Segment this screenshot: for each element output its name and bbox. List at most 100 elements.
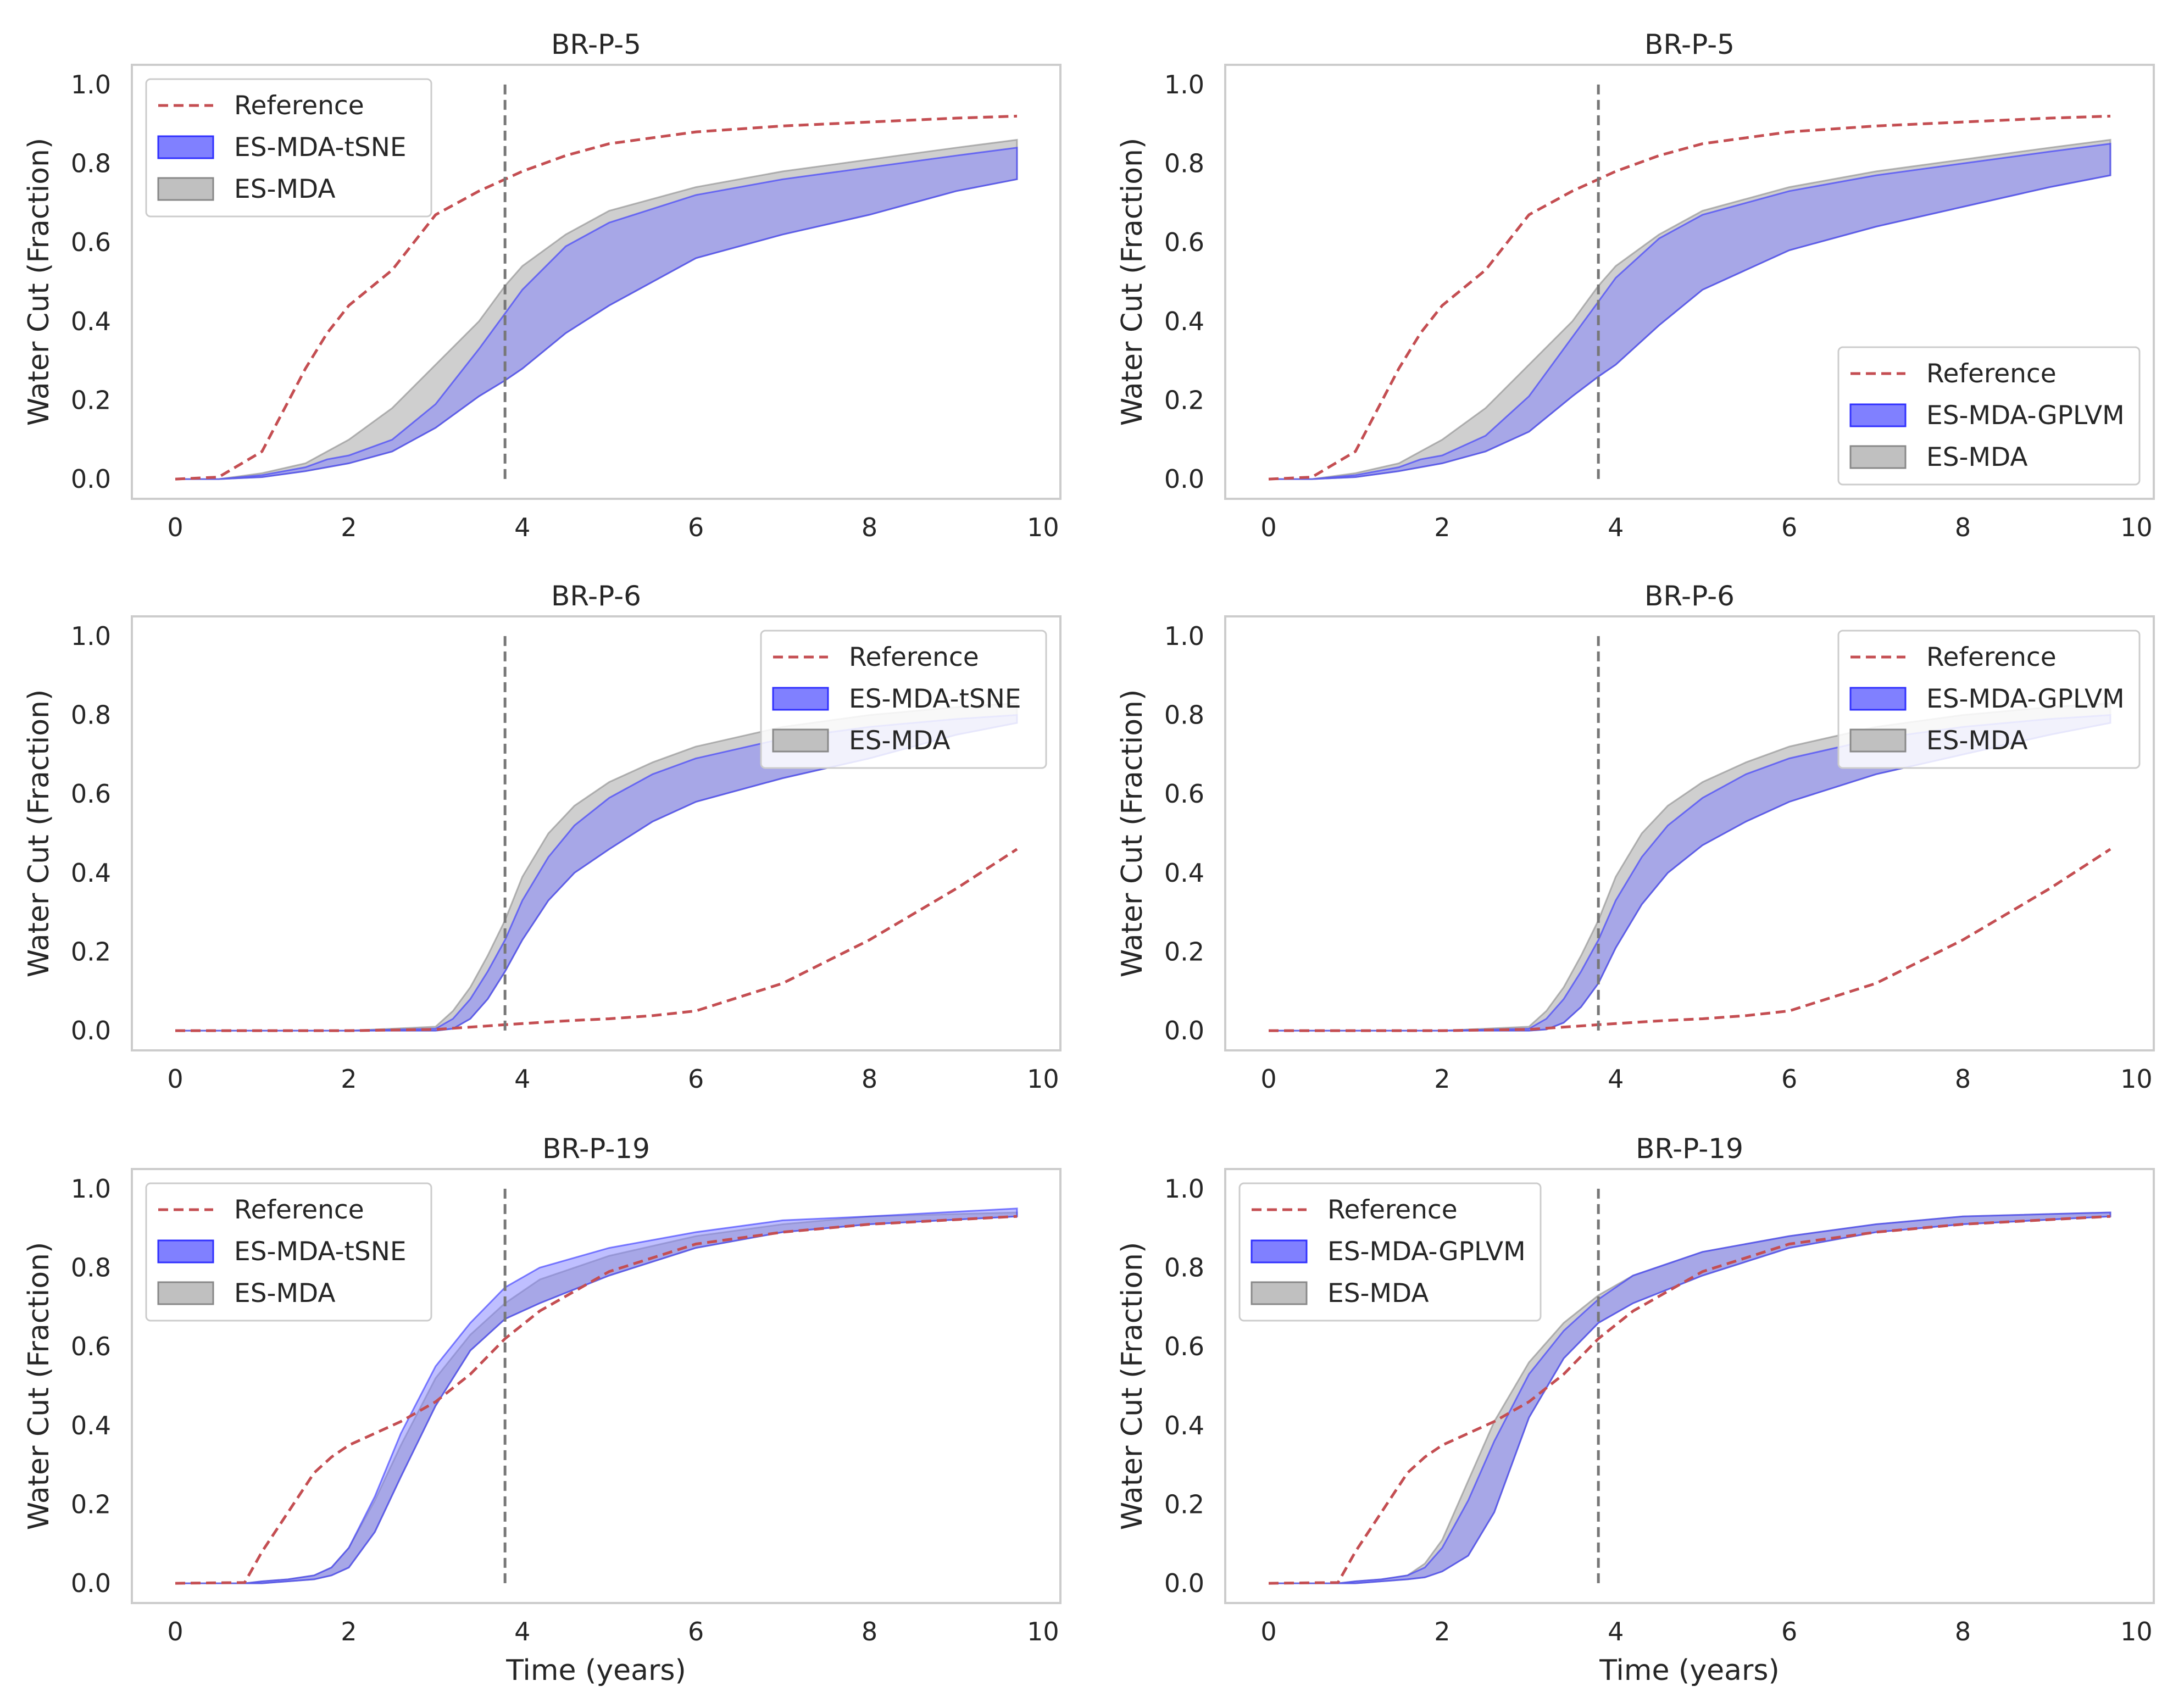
x-tick-label: 10: [1027, 513, 1059, 542]
x-tick-label: 2: [1434, 1064, 1450, 1094]
y-tick-label: 1.0: [1164, 1174, 1204, 1204]
chart-panel-5: 0 2 4 6 8 10 0.0 0.2 0.4 0.6 0.8 1.0 BR-P-19 Water Cu…: [23, 1133, 1062, 1687]
y-tick-label: 1.0: [1164, 70, 1204, 99]
legend-box: [145, 1182, 432, 1322]
legend-label: ES-MDA-tSNE: [849, 684, 1021, 714]
x-tick-label: 4: [1608, 513, 1624, 542]
x-axis-label: Time (years): [505, 1654, 686, 1687]
y-tick-label: 0.2: [1164, 385, 1204, 415]
axes-frame: [1224, 615, 2155, 1051]
x-tick-label: 4: [1608, 1064, 1624, 1094]
x-tick-label: 6: [1781, 513, 1797, 542]
legend-box: [1837, 346, 2141, 486]
legend-box: [145, 78, 432, 218]
reference-line: [175, 114, 1018, 481]
legend-ensemble-swatch: [157, 1239, 214, 1264]
x-tick-label: 6: [688, 513, 704, 542]
legend-esmda-swatch: [1849, 728, 1907, 753]
chart-title: BR-P-5: [551, 29, 641, 60]
y-tick-label: 0.8: [71, 149, 111, 179]
legend-label: ES-MDA: [234, 174, 336, 204]
legend-ensemble-swatch: [1251, 1239, 1308, 1264]
y-tick-label: 0.6: [1164, 227, 1204, 257]
y-tick-label: 0.0: [71, 1016, 111, 1045]
x-tick-label: 6: [688, 1064, 704, 1094]
legend: Reference ES-MDA-GPLVM ES-MDA: [1837, 346, 2141, 486]
x-tick-label: 8: [1955, 1617, 1971, 1646]
y-axis-label: Water Cut (Fraction): [1116, 689, 1149, 978]
y-tick-label: 0.0: [1164, 1016, 1204, 1045]
y-tick-label: 0.4: [71, 1411, 111, 1440]
axes-frame: [1224, 64, 2155, 500]
y-tick-label: 1.0: [71, 1174, 111, 1204]
x-tick-label: 4: [514, 513, 530, 542]
y-tick-label: 0.0: [71, 1568, 111, 1598]
x-tick-label: 0: [1260, 513, 1276, 542]
x-tick-label: 0: [1260, 1064, 1276, 1094]
legend-label: Reference: [1926, 642, 2057, 672]
chart-title: BR-P-6: [1644, 580, 1735, 612]
y-axis-label: Water Cut (Fraction): [23, 689, 55, 978]
y-axis-label: Water Cut (Fraction): [23, 1242, 55, 1531]
chart-panel-4: 0 2 4 6 8 10 0.0 0.2 0.4 0.6 0.8 1.0 BR-P-6 Water Cut…: [1116, 580, 2155, 1094]
legend: Reference ES-MDA-tSNE ES-MDA: [760, 630, 1047, 769]
reference-line: [1268, 1215, 2111, 1585]
legend: Reference ES-MDA-GPLVM ES-MDA: [1238, 1182, 1542, 1322]
legend-label: ES-MDA: [1926, 442, 2028, 472]
legend-label: ES-MDA-GPLVM: [1327, 1237, 1526, 1267]
x-tick-label: 6: [688, 1617, 704, 1646]
legend-ensemble-swatch: [1849, 403, 1907, 427]
legend-esmda-swatch: [1849, 445, 1907, 469]
legend: Reference ES-MDA-GPLVM ES-MDA: [1837, 630, 2141, 769]
y-tick-label: 0.0: [1164, 1568, 1204, 1598]
y-tick-label: 0.8: [71, 700, 111, 730]
x-tick-label: 10: [2120, 513, 2153, 542]
y-tick-label: 0.4: [71, 307, 111, 336]
x-tick-label: 8: [1955, 513, 1971, 542]
x-tick-label: 8: [862, 1064, 877, 1094]
legend-label: Reference: [1926, 359, 2057, 389]
x-tick-label: 6: [1781, 1617, 1797, 1646]
chart-panel-1: 0 2 4 6 8 10 0.0 0.2 0.4 0.6 0.8 1.0 BR-P-5 Water Cut…: [23, 29, 1062, 542]
axes-frame: [131, 615, 1062, 1051]
x-tick-label: 0: [1260, 1617, 1276, 1646]
y-tick-label: 0.4: [1164, 1411, 1204, 1440]
y-tick-label: 0.2: [71, 1489, 111, 1519]
legend-label: Reference: [234, 91, 364, 121]
y-axis-label: Water Cut (Fraction): [1116, 138, 1149, 426]
reference-line: [175, 848, 1018, 1032]
y-tick-label: 0.6: [1164, 1332, 1204, 1361]
reference-line: [1268, 114, 2111, 481]
y-tick-label: 0.4: [71, 858, 111, 888]
x-tick-label: 8: [862, 1617, 877, 1646]
x-tick-label: 10: [2120, 1617, 2153, 1646]
axes-frame: [131, 1168, 1062, 1604]
legend-box: [1238, 1182, 1542, 1322]
y-tick-label: 0.8: [71, 1253, 111, 1283]
legend-box: [760, 630, 1047, 769]
y-tick-label: 1.0: [71, 70, 111, 99]
x-tick-label: 2: [341, 1064, 357, 1094]
legend: Reference ES-MDA-tSNE ES-MDA: [145, 78, 432, 218]
x-tick-label: 10: [1027, 1064, 1059, 1094]
axes-frame: [1224, 1168, 2155, 1604]
y-tick-label: 0.4: [1164, 858, 1204, 888]
y-tick-label: 0.8: [1164, 700, 1204, 730]
y-tick-label: 0.2: [71, 937, 111, 966]
legend-esmda-swatch: [772, 728, 829, 753]
y-tick-label: 0.6: [71, 227, 111, 257]
x-tick-label: 10: [2120, 1064, 2153, 1094]
chart-title: BR-P-6: [551, 580, 641, 612]
legend-label: Reference: [1327, 1195, 1458, 1225]
x-tick-label: 4: [514, 1064, 530, 1094]
y-tick-label: 0.2: [1164, 1489, 1204, 1519]
ensemble-band: [175, 1207, 1018, 1584]
legend-ensemble-swatch: [772, 687, 829, 711]
x-tick-label: 6: [1781, 1064, 1797, 1094]
chart-title: BR-P-19: [1636, 1133, 1743, 1165]
y-tick-label: 0.2: [1164, 937, 1204, 966]
legend-label: ES-MDA: [1926, 726, 2028, 756]
y-tick-label: 0.0: [1164, 464, 1204, 494]
x-tick-label: 4: [1608, 1617, 1624, 1646]
x-tick-label: 8: [862, 513, 877, 542]
